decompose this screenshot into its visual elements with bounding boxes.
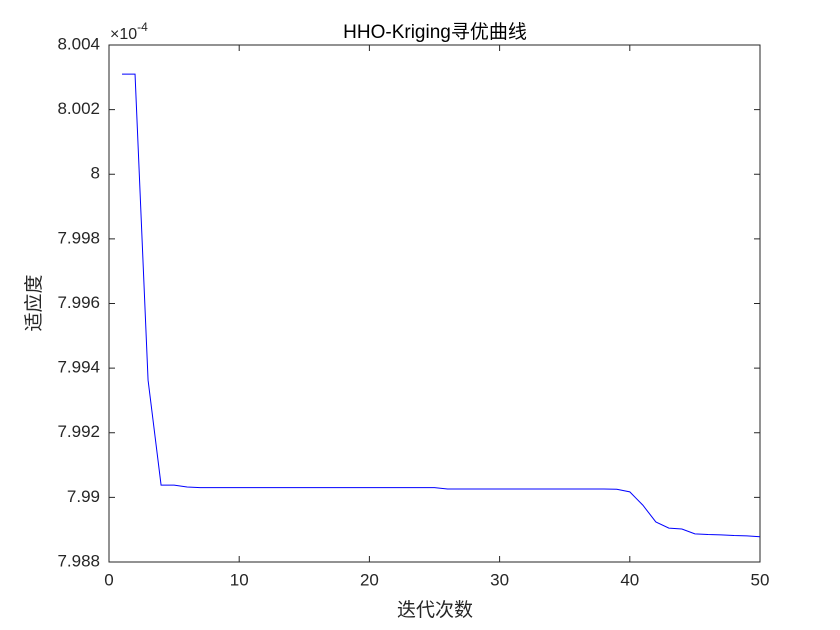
x-tick-label: 10 [230,570,249,589]
y-multiplier-base: ×10 [110,26,137,43]
y-multiplier-exponent: -4 [137,20,148,34]
plot-box [108,44,761,563]
y-tick-label: 8.002 [57,99,100,118]
x-tick-label: 30 [490,570,509,589]
x-tick-label: 50 [751,570,770,589]
x-axis-label: 迭代次数 [397,599,473,621]
y-tick-label: 7.988 [57,551,100,570]
y-tick-label: 7.99 [67,487,100,506]
y-tick-label: 8 [91,164,100,183]
x-tick-label: 40 [620,570,639,589]
y-multiplier: ×10-4 [110,20,148,43]
chart-title: HHO-Kriging寻优曲线 [343,21,527,43]
y-tick-label: 7.998 [57,228,100,247]
y-tick-label: 7.994 [57,358,100,377]
y-tick-label: 7.992 [57,422,100,441]
y-axis-label: 适应度 [23,274,45,331]
x-tick-label: 0 [104,570,113,589]
y-tick-label: 8.004 [57,34,100,53]
y-tick-label: 7.996 [57,293,100,312]
x-tick-label: 20 [360,570,379,589]
line-series [122,73,761,538]
